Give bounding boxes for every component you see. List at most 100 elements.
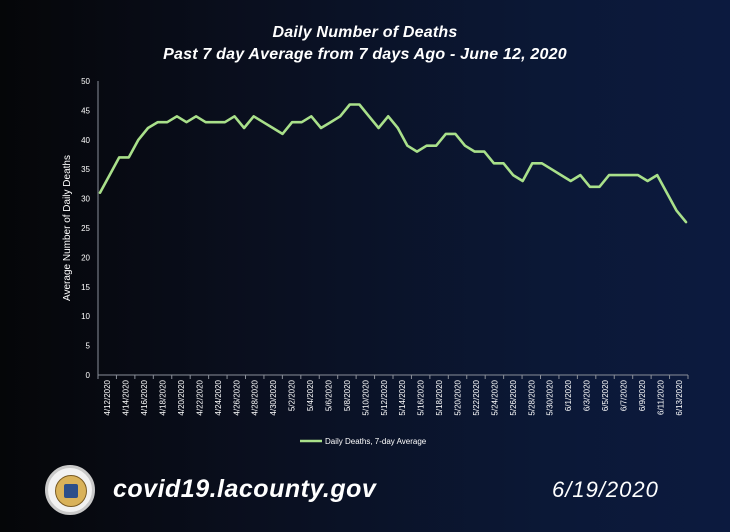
legend-label: Daily Deaths, 7-day Average	[325, 437, 427, 446]
y-tick-label: 25	[81, 224, 90, 233]
data-point	[291, 121, 293, 123]
data-point	[656, 174, 658, 176]
x-tick-label: 6/7/2020	[619, 379, 628, 411]
x-tick-label: 4/28/2020	[251, 379, 260, 415]
x-tick-label: 6/13/2020	[675, 379, 684, 415]
data-point	[454, 133, 457, 135]
data-point	[358, 103, 361, 106]
data-point	[329, 121, 332, 123]
x-tick-label: 5/28/2020	[527, 379, 536, 415]
data-point	[502, 162, 505, 165]
y-tick-label: 45	[81, 106, 90, 115]
data-point	[685, 221, 687, 223]
seal-emblem-icon	[55, 475, 87, 507]
data-point	[118, 156, 120, 159]
y-tick-label: 40	[81, 136, 90, 145]
data-point	[233, 115, 236, 118]
y-tick-label: 5	[86, 342, 91, 351]
data-point	[589, 186, 591, 188]
data-point	[252, 115, 255, 118]
data-point	[243, 127, 245, 129]
y-axis: 0 5 10 15 20 25 30 35 40 45 50	[81, 77, 99, 380]
x-tick-label: 5/26/2020	[509, 379, 518, 415]
x-tick-label: 5/20/2020	[454, 379, 463, 415]
data-point	[445, 133, 447, 135]
data-point	[598, 186, 601, 188]
data-point	[185, 121, 188, 123]
data-point	[377, 127, 380, 129]
data-point	[550, 168, 553, 170]
data-point	[272, 127, 274, 129]
x-tick-label: 5/6/2020	[324, 379, 333, 411]
chart-title: Daily Number of Deaths Past 7 day Averag…	[0, 22, 730, 66]
data-point	[675, 209, 678, 212]
y-axis-label: Average Number of Daily Deaths	[62, 155, 73, 301]
y-tick-label: 0	[86, 371, 91, 380]
data-point	[368, 115, 370, 118]
x-tick-label: 4/20/2020	[177, 379, 186, 415]
data-point	[464, 144, 466, 147]
y-tick-label: 35	[81, 165, 90, 174]
x-tick-label: 6/1/2020	[564, 379, 573, 411]
data-point	[137, 139, 140, 141]
data-point	[627, 174, 630, 176]
chart-title-line1: Daily Number of Deaths	[272, 24, 458, 41]
x-tick-label: 4/30/2020	[269, 379, 278, 415]
data-point	[416, 150, 418, 153]
data-point	[310, 115, 313, 118]
y-tick-label: 20	[81, 253, 90, 262]
data-point	[214, 121, 217, 123]
x-tick-label: 5/8/2020	[343, 379, 352, 411]
x-tick-label: 5/12/2020	[380, 379, 389, 415]
x-tick-label: 5/16/2020	[417, 379, 426, 415]
data-point	[569, 180, 572, 182]
chart-title-line2: Past 7 day Average from 7 days Ago - Jun…	[163, 46, 567, 63]
x-tick-label: 4/18/2020	[159, 379, 168, 415]
data-point	[646, 180, 649, 182]
x-tick-label: 6/11/2020	[656, 379, 665, 415]
data-point	[204, 121, 207, 123]
data-point	[473, 150, 476, 153]
data-point	[637, 174, 639, 176]
x-tick-label: 4/16/2020	[140, 379, 149, 415]
data-point	[320, 127, 322, 129]
data-point	[483, 150, 486, 153]
data-point	[195, 115, 197, 118]
data-point	[176, 115, 178, 118]
data-point	[560, 174, 562, 176]
y-tick-label: 10	[81, 312, 90, 321]
data-point	[281, 133, 284, 135]
x-tick-label: 6/3/2020	[583, 379, 592, 411]
x-tick-label: 4/12/2020	[103, 379, 112, 415]
data-point	[224, 121, 226, 123]
x-tick-label: 5/24/2020	[490, 379, 499, 415]
data-point	[262, 121, 265, 123]
x-tick-label: 6/9/2020	[638, 379, 647, 411]
data-point	[406, 144, 409, 147]
x-tick-label: 5/4/2020	[306, 379, 315, 411]
data-point	[128, 156, 130, 159]
x-tick-label: 5/2/2020	[288, 379, 297, 411]
data-point	[541, 162, 543, 165]
data-point	[387, 115, 390, 118]
data-point	[666, 191, 668, 194]
y-tick-label: 15	[81, 283, 90, 292]
series-line-daily-deaths	[98, 103, 688, 224]
website-url: covid19.lacounty.gov	[113, 475, 377, 503]
legend: Daily Deaths, 7-day Average	[300, 437, 427, 446]
county-seal-logo	[45, 465, 95, 515]
data-point	[397, 127, 399, 129]
footer-date: 6/19/2020	[552, 477, 659, 502]
x-tick-label: 4/14/2020	[122, 379, 131, 415]
data-point	[349, 103, 351, 106]
x-tick-label: 6/5/2020	[601, 379, 610, 411]
data-point	[147, 127, 149, 129]
data-point	[493, 162, 495, 165]
data-point	[156, 121, 159, 123]
data-point	[512, 174, 514, 176]
x-axis: 4/12/2020 4/14/2020 4/16/2020 4/18/2020 4/20…	[97, 374, 689, 416]
x-tick-label: 4/26/2020	[232, 379, 241, 415]
y-tick-label: 50	[81, 77, 90, 86]
series-layer	[98, 103, 688, 224]
